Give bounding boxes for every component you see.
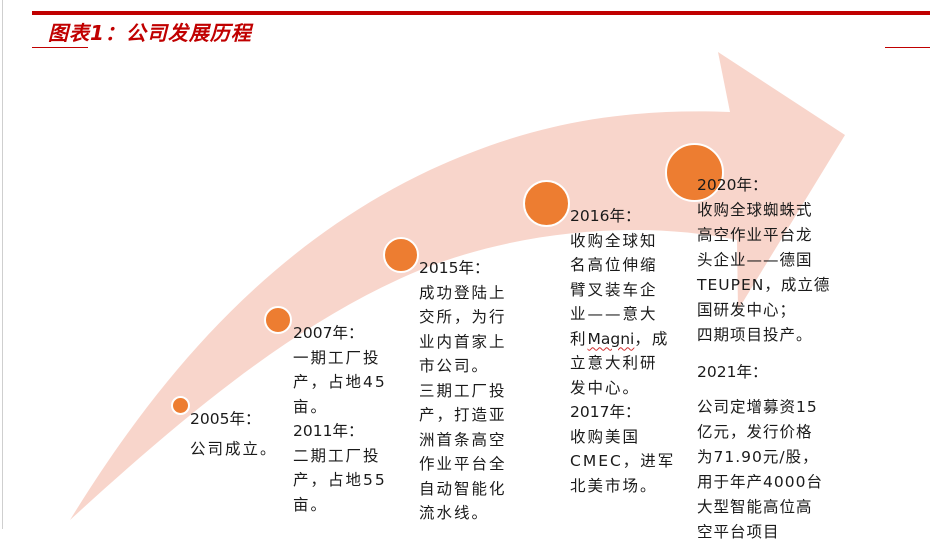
text-fragment: ，成 <box>634 329 670 348</box>
header-rule <box>32 11 930 15</box>
milestone-dot-2016 <box>523 180 570 227</box>
figure-title: 图表1：公司发展历程 <box>48 21 252 45</box>
milestone-text: CMEC，进军 <box>570 452 676 470</box>
milestone-text: 业内首家上 <box>419 332 507 351</box>
milestone-text: 公司定增募资15 <box>697 398 818 416</box>
milestone-text: 洲首条高空 <box>419 430 507 449</box>
milestone-text: 交所，为行 <box>419 308 507 326</box>
milestone-dot-2005 <box>171 396 190 415</box>
milestone-text: 臂叉装车企 <box>570 280 658 299</box>
page-left-border <box>2 0 3 529</box>
milestone-2005: 2005年： 公司成立。 <box>190 404 278 464</box>
milestone-text: 收购全球蜘蛛式 <box>697 201 813 219</box>
milestone-dot-2020 <box>665 143 724 202</box>
milestone-2020: 2020年： 收购全球蜘蛛式 高空作业平台龙 头企业——德国 TEUPEN，成立… <box>697 173 830 348</box>
milestone-text: TEUPEN，成立德 <box>697 276 831 294</box>
milestone-2015: 2015年： 成功登陆上 交所，为行 业内首家上 市公司。 三期工厂投 产，打造… <box>419 256 507 526</box>
title-underline-left <box>32 47 88 48</box>
milestone-text: 亩。 <box>293 397 329 416</box>
milestone-text: 国研发中心； <box>697 301 797 319</box>
title-underline-right <box>885 47 930 48</box>
milestone-text: 一期工厂投 <box>293 348 381 367</box>
milestone-text: 成功登陆上 <box>419 283 507 302</box>
milestone-2016-2017: 2016年： 收购全球知 名高位伸缩 臂叉装车企 业——意大 利Magni，成 … <box>570 204 675 498</box>
milestone-year: 2021年： <box>697 363 768 381</box>
milestone-text: 名高位伸缩 <box>570 256 658 274</box>
milestone-year: 2007年： <box>293 324 364 342</box>
milestone-text: 自动智能化 <box>419 479 507 498</box>
milestone-text: 立意大利研 <box>570 354 658 372</box>
milestone-text: 产，打造亚 <box>419 406 507 424</box>
milestone-text: 北美市场。 <box>570 476 658 495</box>
milestone-text-magni: 利Magni，成 <box>570 327 675 352</box>
milestone-text: 头企业——德国 <box>697 251 813 269</box>
milestone-text: 作业平台全 <box>419 455 507 473</box>
milestone-text: 市公司。 <box>419 357 490 375</box>
milestone-year: 2016年： <box>570 207 641 225</box>
milestone-text: 高空作业平台龙 <box>697 226 813 244</box>
milestone-text: 二期工厂投 <box>293 446 381 465</box>
milestone-text: 大型智能高位高 <box>697 498 813 516</box>
milestone-dot-2007 <box>264 306 292 334</box>
milestone-text: 流水线。 <box>419 504 490 522</box>
text-fragment: 利 <box>570 329 588 348</box>
milestone-2007-2011: 2007年： 一期工厂投 产，占地45 亩。 2011年： 二期工厂投 产，占地… <box>293 321 387 517</box>
milestone-dot-2015 <box>383 237 419 273</box>
milestone-year: 2011年： <box>293 422 364 440</box>
milestone-text: 用于年产4000台 <box>697 473 823 491</box>
milestone-text: 三期工厂投 <box>419 381 507 400</box>
milestone-text: 发中心。 <box>570 378 641 397</box>
growth-arrow-icon <box>70 52 845 520</box>
milestone-year: 2017年： <box>570 403 641 421</box>
milestone-2021: 2021年： 公司定增募资15 亿元，发行价格 为71.90元/股， 用于年产4… <box>697 360 823 545</box>
milestone-text: 产，占地45 <box>293 373 387 391</box>
milestone-text: 亿元，发行价格 <box>697 423 813 441</box>
spellcheck-word: Magni <box>587 329 635 348</box>
milestone-text: 亩。 <box>293 495 329 514</box>
milestone-text: 空平台项目 <box>697 523 780 541</box>
milestone-text: 公司成立。 <box>190 440 278 458</box>
milestone-text: 四期项目投产。 <box>697 326 813 344</box>
milestone-text: 业——意大 <box>570 305 658 323</box>
milestone-text: 为71.90元/股， <box>697 448 819 466</box>
milestone-year: 2020年： <box>697 176 768 194</box>
milestone-text: 收购全球知 <box>570 231 658 250</box>
milestone-year: 2005年： <box>190 410 261 428</box>
milestone-year: 2015年： <box>419 259 490 277</box>
milestone-text: 收购美国 <box>570 427 641 446</box>
milestone-text: 产，占地55 <box>293 471 387 489</box>
